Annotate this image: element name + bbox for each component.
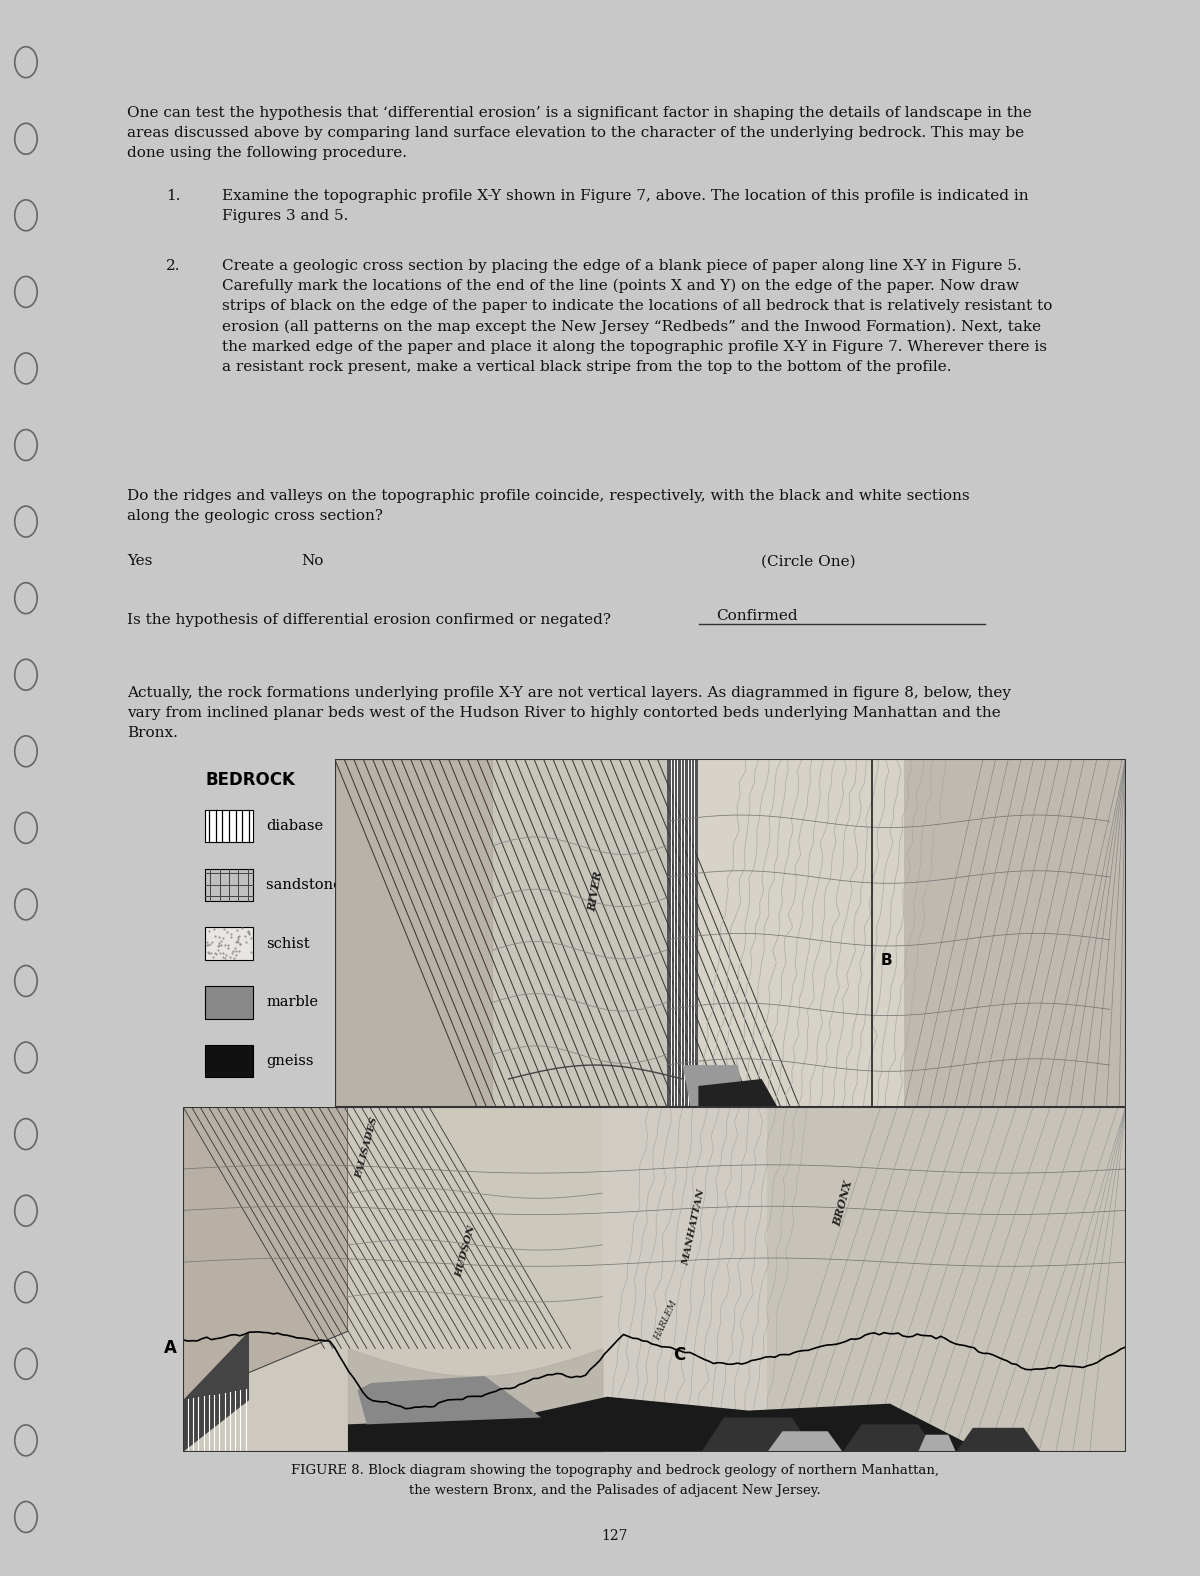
Polygon shape [904,758,1126,1106]
Polygon shape [767,1106,1126,1451]
Polygon shape [767,1431,842,1451]
Text: HUDSON: HUDSON [455,1225,478,1278]
Text: Examine the topographic profile X-Y shown in Figure 7, above. The location of th: Examine the topographic profile X-Y show… [222,189,1028,224]
Polygon shape [842,1425,937,1451]
Polygon shape [701,1417,815,1451]
Text: C: C [673,1346,685,1365]
Bar [205,927,252,960]
Text: Confirmed: Confirmed [716,608,798,623]
Polygon shape [184,1106,348,1399]
Text: the western Bronx, and the Palisades of adjacent New Jersey.: the western Bronx, and the Palisades of … [409,1485,821,1497]
Text: 1.: 1. [166,189,181,203]
Polygon shape [602,1106,767,1451]
Text: (Circle One): (Circle One) [761,555,856,569]
Bar [205,810,252,842]
Text: B: B [881,953,892,968]
Text: marble: marble [266,996,318,1009]
Bar [205,987,252,1018]
Bar [205,1045,252,1078]
Polygon shape [358,1376,541,1425]
Text: HARLEM: HARLEM [653,1300,679,1343]
Text: Do the ridges and valleys on the topographic profile coincide, respectively, wit: Do the ridges and valleys on the topogra… [127,489,970,523]
Text: Is the hypothesis of differential erosion confirmed or negated?: Is the hypothesis of differential erosio… [127,613,611,627]
Polygon shape [698,1080,778,1106]
Text: A: A [164,1340,178,1357]
Polygon shape [348,1106,602,1451]
Text: 2.: 2. [166,258,181,273]
Text: FIGURE 8. Block diagram showing the topography and bedrock geology of northern M: FIGURE 8. Block diagram showing the topo… [292,1464,940,1477]
Polygon shape [667,758,698,1106]
Text: RIVER: RIVER [587,870,605,913]
Text: schist: schist [266,936,310,950]
Text: diabase: diabase [266,820,323,834]
Text: gneiss: gneiss [266,1054,313,1069]
Bar [205,868,252,901]
Text: No: No [301,555,323,569]
Polygon shape [918,1434,956,1451]
Text: BRONX: BRONX [832,1179,854,1228]
Polygon shape [184,1332,250,1451]
Text: sandstone & shale: sandstone & shale [266,878,403,892]
Polygon shape [956,1428,1040,1451]
Text: Actually, the rock formations underlying profile X-Y are not vertical layers. As: Actually, the rock formations underlying… [127,686,1010,741]
Polygon shape [698,758,904,1106]
Polygon shape [348,1396,984,1451]
Text: 127: 127 [601,1529,629,1543]
Polygon shape [493,758,667,1106]
Text: Yes: Yes [127,555,152,569]
Polygon shape [683,1065,746,1106]
Text: Create a geologic cross section by placing the edge of a blank piece of paper al: Create a geologic cross section by placi… [222,258,1052,374]
Text: PALISADES: PALISADES [354,1117,379,1180]
Polygon shape [335,758,493,1106]
Text: MANHATTAN: MANHATTAN [682,1188,707,1267]
Text: BEDROCK: BEDROCK [205,771,295,790]
Text: One can test the hypothesis that ‘differential erosion’ is a significant factor : One can test the hypothesis that ‘differ… [127,106,1032,159]
